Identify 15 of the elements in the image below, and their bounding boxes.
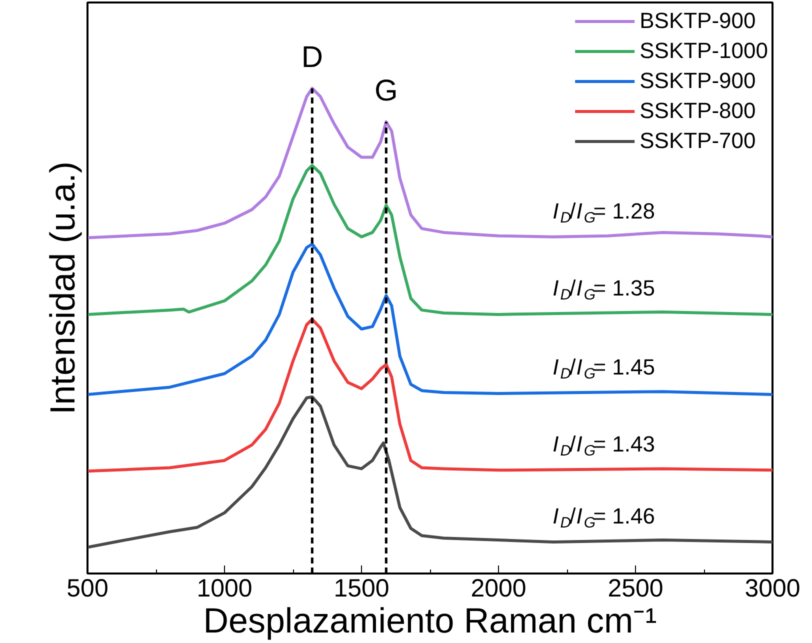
x-tick-label: 2500: [608, 574, 664, 602]
legend-label: SSKTP-1000: [640, 37, 768, 65]
x-tick-label: 1500: [334, 574, 390, 602]
x-tick-label: 1000: [196, 574, 252, 602]
legend-label: SSKTP-900: [640, 67, 756, 95]
legend-label: BSKTP-900: [640, 7, 756, 35]
ref-line-label: D: [301, 41, 324, 74]
ref-line-label: G: [374, 74, 398, 108]
y-axis-title: Intensidad (u.a.): [44, 162, 82, 414]
legend-label: SSKTP-800: [640, 97, 756, 125]
x-tick-label: 500: [66, 574, 108, 602]
x-axis-title: Desplazamiento Raman cm⁻¹: [203, 602, 657, 640]
x-tick-label: 3000: [744, 574, 800, 602]
legend-label: SSKTP-700: [640, 127, 756, 155]
x-tick-label: 2000: [470, 574, 526, 602]
